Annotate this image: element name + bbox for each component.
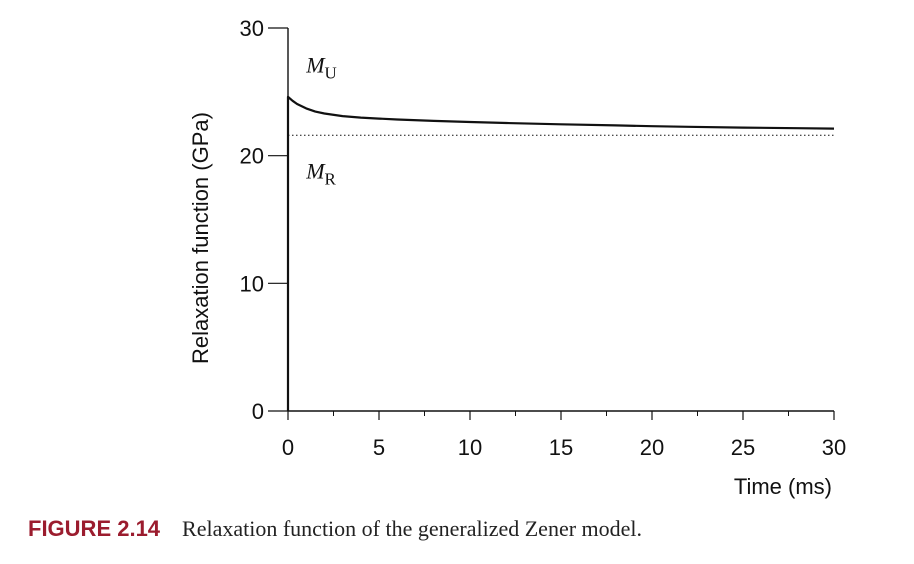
relaxation-chart: 0 5 10 15 20 25 30 0 10 20 30 MU MR Time (ms) Rela…	[188, 16, 846, 499]
x-tick-label: 10	[458, 435, 482, 460]
x-axis: 0 5 10 15 20 25 30	[282, 410, 846, 460]
relaxation-curve	[286, 95, 835, 411]
x-tick-label: 0	[282, 435, 294, 460]
x-tick-label: 20	[640, 435, 664, 460]
annotations: MU MR	[305, 53, 337, 189]
x-tick-label: 25	[731, 435, 755, 460]
x-tick-label: 30	[822, 435, 846, 460]
y-tick-label: 0	[252, 399, 264, 424]
y-tick-label: 30	[240, 16, 264, 41]
x-tick-label: 5	[373, 435, 385, 460]
figure-caption: FIGURE 2.14 Relaxation function of the ge…	[28, 516, 642, 542]
y-tick-label: 10	[240, 271, 264, 296]
annotation-MU: MU	[305, 53, 337, 83]
x-tick-label: 15	[549, 435, 573, 460]
y-axis: 0 10 20 30	[240, 16, 289, 424]
x-axis-title: Time (ms)	[734, 474, 832, 499]
series-layer	[286, 95, 835, 411]
figure-label: FIGURE 2.14	[28, 516, 161, 541]
y-tick-label: 20	[240, 144, 264, 169]
y-axis-title: Relaxation function (GPa)	[188, 112, 213, 364]
caption-text: Relaxation function of the generalized Z…	[182, 516, 643, 541]
annotation-MR: MR	[305, 159, 336, 189]
